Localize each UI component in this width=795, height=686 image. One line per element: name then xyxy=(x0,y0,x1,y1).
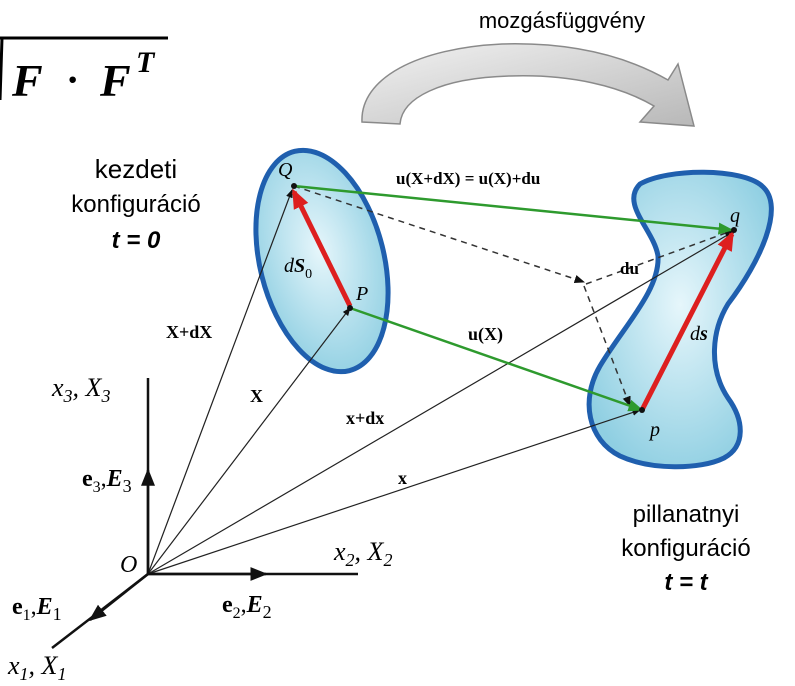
ds-s: s xyxy=(699,323,708,345)
e2-sub: 2 xyxy=(233,605,241,622)
basis-1-label: e1,E1 xyxy=(12,594,62,624)
displacement-vectors xyxy=(293,184,734,412)
X1: X xyxy=(41,651,59,680)
current-config-time: t = t xyxy=(664,569,708,596)
x1: x xyxy=(7,651,20,680)
initial-config-caption: kezdeti konfiguráció t = 0 xyxy=(71,154,200,254)
X3-sub: 3 xyxy=(100,386,110,406)
dashed-construction xyxy=(293,185,735,407)
xdx-label: x+dx xyxy=(346,408,384,428)
point-Q-label: Q xyxy=(278,159,293,181)
basis-e1-arrow xyxy=(88,573,149,622)
motion-function-label: mozgásfüggvény xyxy=(479,8,645,33)
point-P-label: P xyxy=(355,283,368,305)
x1-sub: 1 xyxy=(20,664,29,684)
vector-x-plus-dx xyxy=(147,229,737,575)
position-vectors xyxy=(147,189,737,575)
dS0-sub: 0 xyxy=(305,267,312,282)
basis-2-label: e2,E2 xyxy=(222,592,272,622)
x3: x xyxy=(51,373,64,402)
vector-ds xyxy=(639,230,735,412)
formula-superscript: T xyxy=(136,46,156,79)
initial-body xyxy=(253,147,391,375)
point-p-label: p xyxy=(648,419,660,441)
current-config-line1: pillanatnyi xyxy=(633,501,740,528)
radical-stem xyxy=(0,37,4,101)
E3-sub: 3 xyxy=(123,476,132,496)
formula: F · F T xyxy=(0,36,168,106)
X2-sub: 2 xyxy=(383,550,392,570)
vector-u-top xyxy=(293,184,734,235)
axis-3-label: x3, X3 xyxy=(51,373,110,406)
uX-label: u(X) xyxy=(468,324,503,345)
x3-sub: 3 xyxy=(63,386,73,406)
X2: X xyxy=(367,537,385,566)
current-body xyxy=(586,169,774,470)
x2: x xyxy=(333,537,346,566)
point-q-marker xyxy=(731,227,737,233)
dashed-mid-to-q xyxy=(585,229,735,285)
point-p-marker xyxy=(639,407,645,413)
point-Q-marker xyxy=(291,183,297,189)
motion-arrow xyxy=(361,43,695,127)
e3-sub: 3 xyxy=(93,479,101,496)
axis-2-label: x2, X2 xyxy=(333,537,392,570)
e3: e xyxy=(82,466,93,492)
ds-d: d xyxy=(690,323,701,345)
curved-arrow-icon xyxy=(361,43,695,127)
vector-X-plus-dX xyxy=(147,189,293,575)
dS0-S: S xyxy=(294,255,305,277)
X1-sub: 1 xyxy=(57,664,66,684)
dS0-label: dS0 xyxy=(284,255,312,282)
current-config-line2: konfiguráció xyxy=(621,535,750,562)
axis-1-label: x1, X1 xyxy=(7,651,66,684)
XdX-label: X+dX xyxy=(166,322,212,342)
point-P-marker xyxy=(347,305,353,311)
E2: E xyxy=(246,592,263,618)
x-label: x xyxy=(398,468,407,488)
basis-3-label: e3,E3 xyxy=(82,466,132,496)
e1-sub: 1 xyxy=(23,607,31,624)
initial-config-line2: konfiguráció xyxy=(71,191,200,218)
e1: e xyxy=(12,594,23,620)
e2: e xyxy=(222,592,233,618)
vector-x xyxy=(147,409,641,575)
coordinate-axes xyxy=(51,378,358,649)
E1-sub: 1 xyxy=(53,604,62,624)
dS0-d: d xyxy=(284,255,295,277)
ds-label: ds xyxy=(690,323,708,345)
x2-sub: 2 xyxy=(346,550,355,570)
vector-X xyxy=(147,307,351,575)
formula-dot: · xyxy=(66,57,79,102)
du-label: du xyxy=(620,259,639,278)
current-config-caption: pillanatnyi konfiguráció t = t xyxy=(621,501,750,596)
initial-config-line1: kezdeti xyxy=(95,154,177,184)
formula-F-transpose: F xyxy=(99,55,131,106)
initial-config-time: t = 0 xyxy=(112,227,161,254)
X-label: X xyxy=(250,386,263,406)
point-q-label: q xyxy=(730,205,740,227)
E2-sub: 2 xyxy=(263,602,272,622)
line-elements xyxy=(291,188,735,412)
E3: E xyxy=(106,466,123,492)
X3: X xyxy=(85,373,103,402)
vector-u-X xyxy=(349,306,644,412)
u-top-label: u(X+dX) = u(X)+du xyxy=(396,169,540,188)
vector-dS0 xyxy=(291,188,353,308)
origin-label: O xyxy=(120,552,137,578)
dashed-Q-to-mid xyxy=(293,185,585,284)
E1: E xyxy=(36,594,53,620)
formula-F: F xyxy=(11,55,43,106)
